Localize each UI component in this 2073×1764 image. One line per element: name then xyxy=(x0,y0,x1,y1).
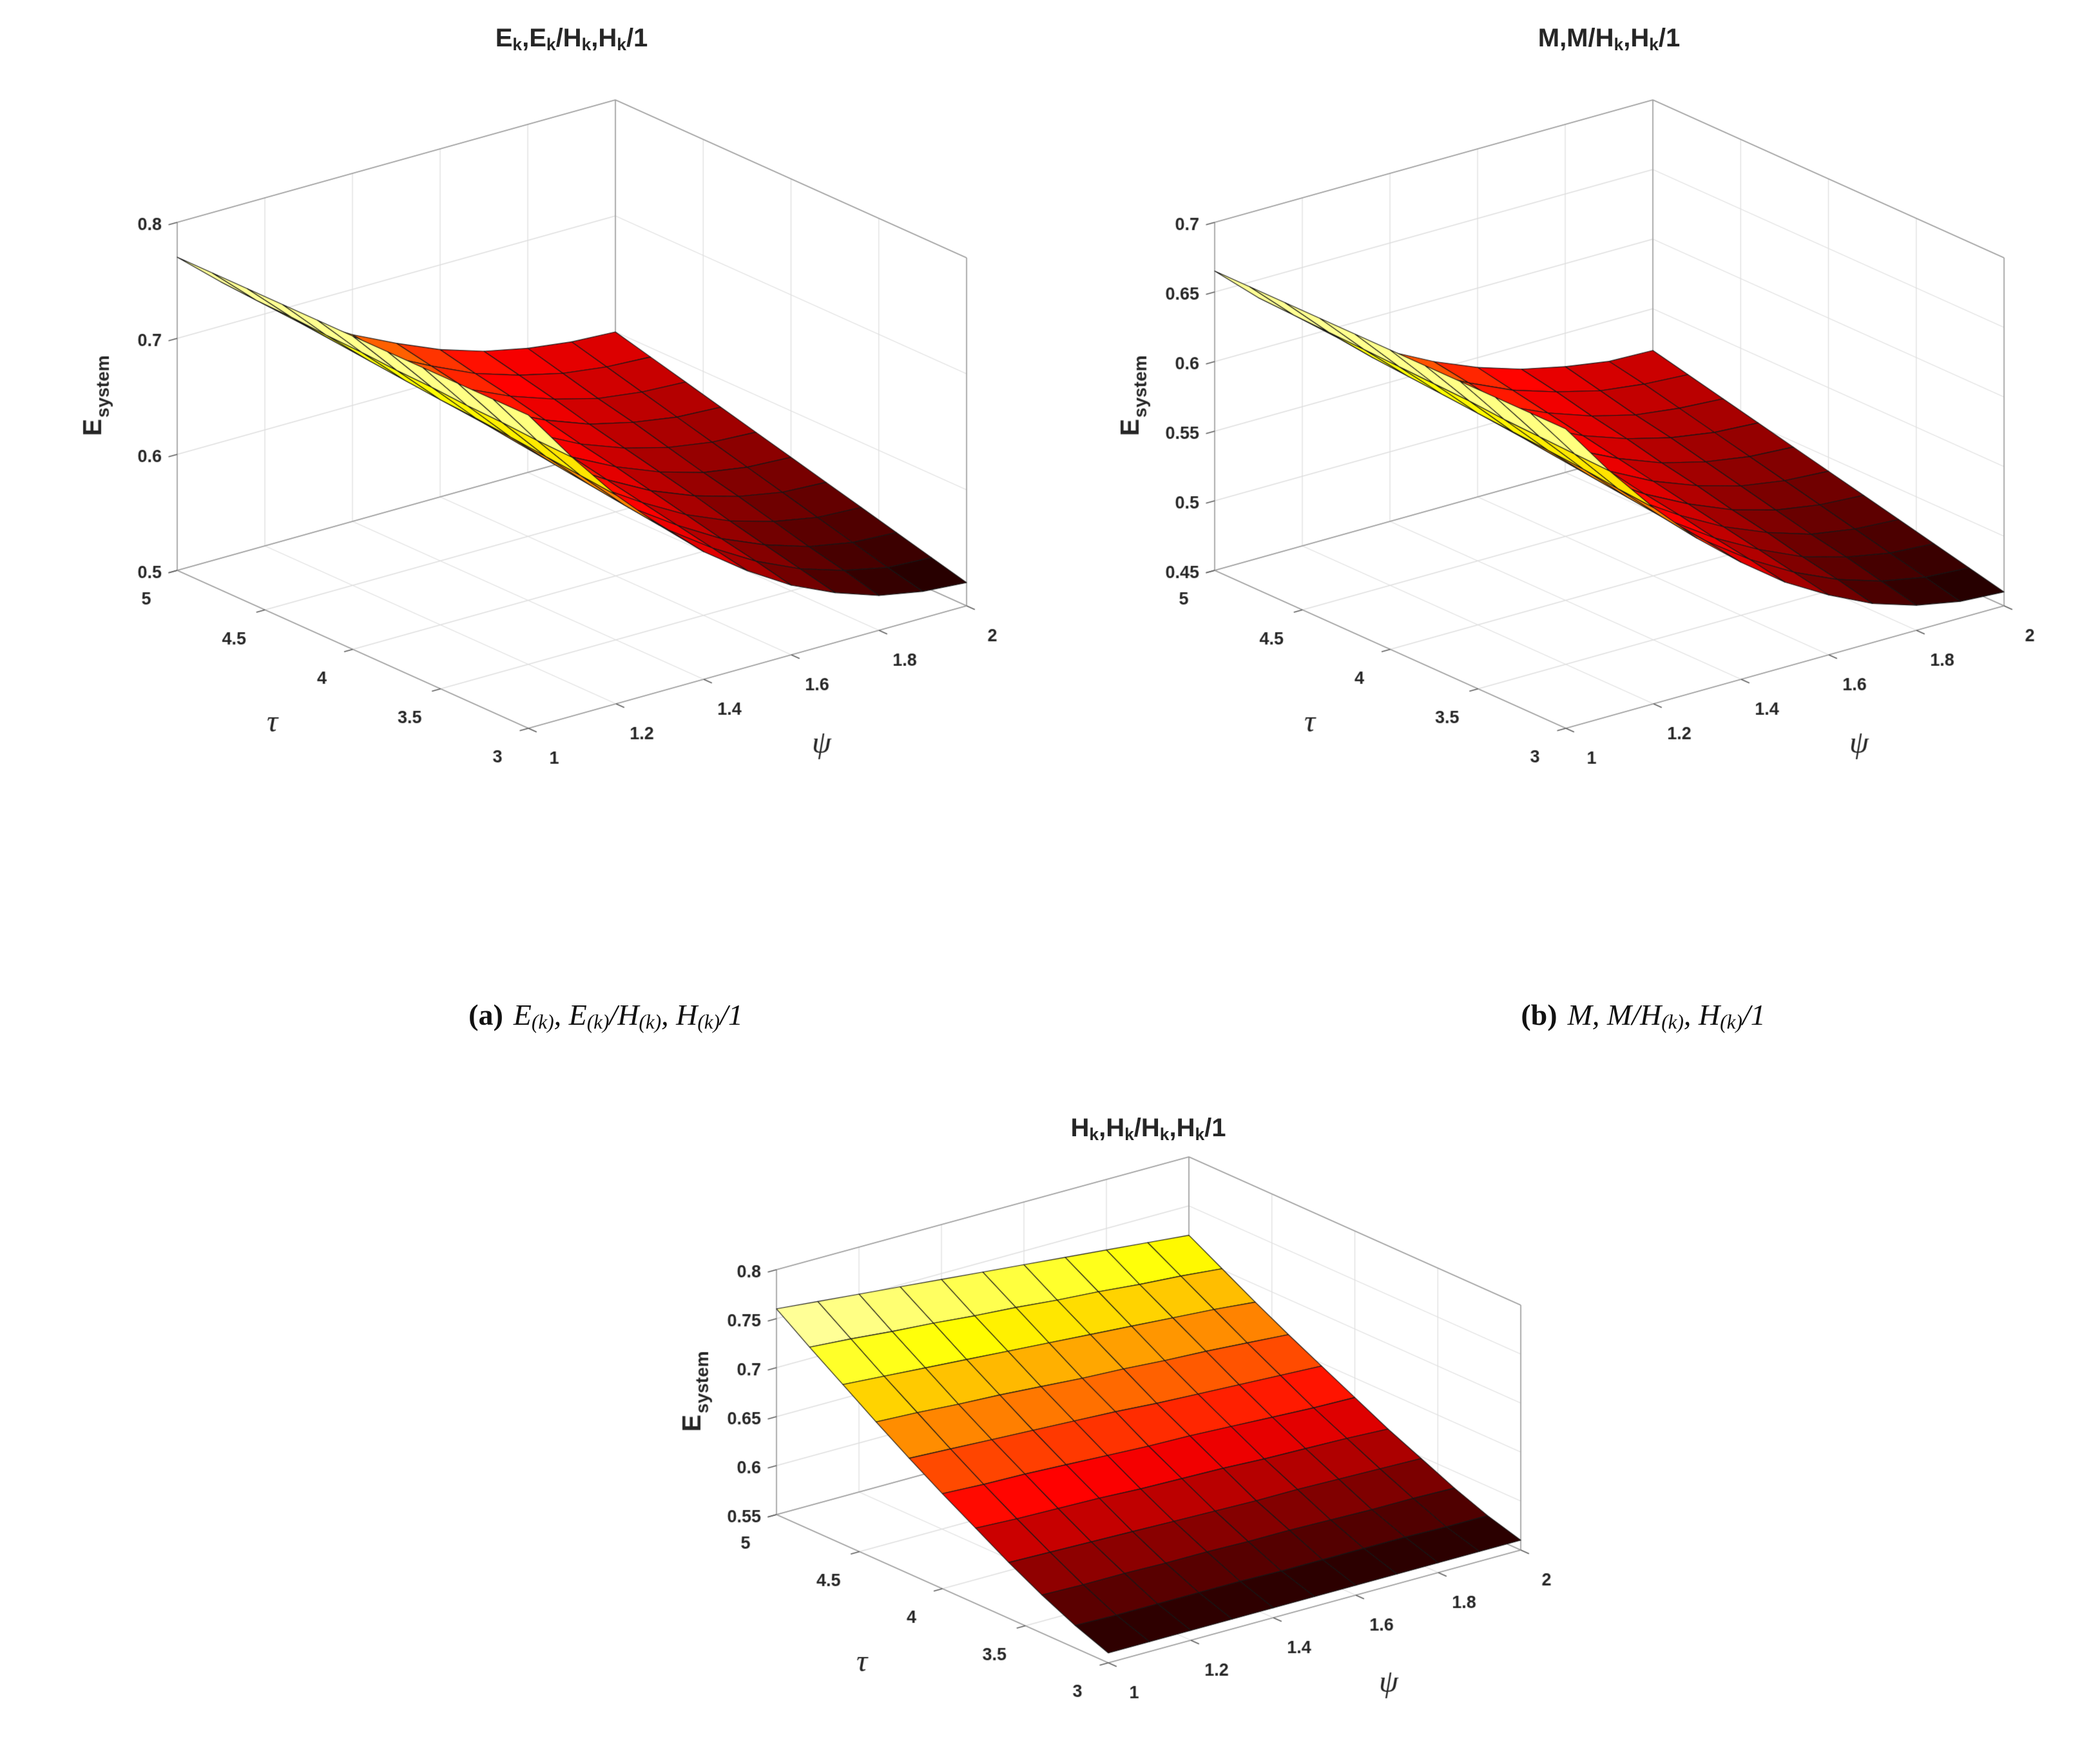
caption-b: (b) M, M/H(k), H(k)/1 xyxy=(1083,998,2073,1056)
surface-plot-canvas-c xyxy=(580,1109,1611,1759)
caption-b-label: (b) xyxy=(1521,998,1557,1031)
chart-a-title: Ek,Ek/Hk,Hk/1 xyxy=(495,24,648,55)
chart-panel-b: M,M/Hk,Hk/1 xyxy=(1083,10,2049,931)
caption-b-math: M, M/H(k), H(k)/1 xyxy=(1567,998,1766,1033)
surface-plot-canvas-b xyxy=(1083,10,2049,880)
chart-panel-c: Hk,Hk/Hk,Hk/1 xyxy=(580,1109,1611,1759)
chart-panel-a: Ek,Ek/Hk,Hk/1 xyxy=(45,10,1012,931)
chart-c-title: Hk,Hk/Hk,Hk/1 xyxy=(1070,1114,1226,1145)
caption-a: (a) E(k), E(k)/H(k), H(k)/1 xyxy=(45,998,1089,1056)
caption-a-label: (a) xyxy=(468,998,503,1031)
chart-b-title: M,M/Hk,Hk/1 xyxy=(1538,24,1681,55)
surface-plot-canvas-a xyxy=(45,10,1012,880)
caption-a-math: E(k), E(k)/H(k), H(k)/1 xyxy=(513,998,743,1033)
